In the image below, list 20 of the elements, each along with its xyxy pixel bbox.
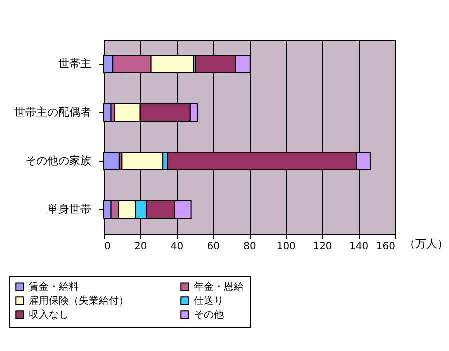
x-tick-label: 40 xyxy=(170,242,184,252)
y-tick-label: 単身世帯 xyxy=(48,202,92,216)
x-axis-title: （万人） xyxy=(404,238,448,250)
x-tick-label: 20 xyxy=(134,242,148,252)
legend-label: 収入なし xyxy=(29,309,69,321)
legend-label: その他 xyxy=(194,309,224,321)
x-tick-label: 140 xyxy=(350,242,369,252)
x-tick-label: 60 xyxy=(207,242,220,252)
legend-label: 仕送り xyxy=(194,295,224,307)
x-tick-label: 0 xyxy=(104,242,111,252)
legend-label: 賃金・給料 xyxy=(29,281,79,294)
x-tick-label: 160 xyxy=(376,242,396,252)
legend-label: 年金・恩給 xyxy=(194,281,244,294)
y-tick-label: その他の家族 xyxy=(26,154,92,168)
y-tick-label: 世帯主 xyxy=(58,57,92,70)
x-tick-label: 120 xyxy=(313,242,332,252)
x-tick-label: 100 xyxy=(276,242,296,252)
y-tick-label: 世帯主の配偶者 xyxy=(14,106,92,119)
legend-label: 雇用保険（失業給付） xyxy=(29,295,129,307)
x-tick-label: 80 xyxy=(244,242,256,252)
